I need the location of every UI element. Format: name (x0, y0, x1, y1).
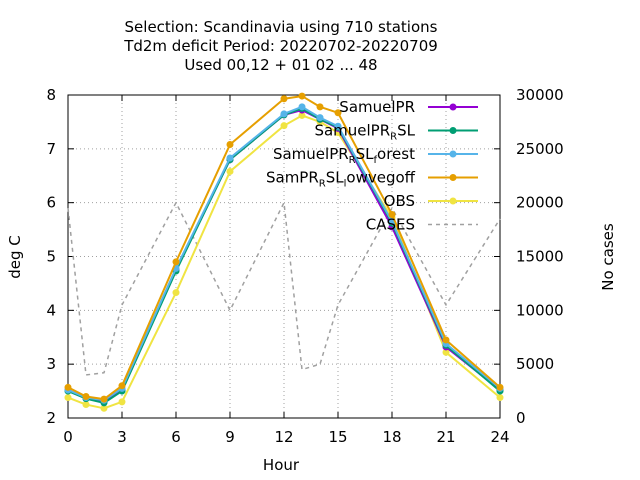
data-point (442, 336, 450, 344)
legend-label-part: SamuelPR (273, 145, 349, 163)
data-point (64, 394, 72, 402)
x-tick-label: 12 (274, 428, 293, 446)
x-tick-label: 21 (436, 428, 455, 446)
x-tick-label: 9 (225, 428, 235, 446)
axis-ticks: 0 3 6 9 12 15 18 21 24 2 3 4 5 6 7 8 0 5000 10000 15000 2000… (46, 86, 563, 446)
y-tick-label: 5 (46, 248, 56, 266)
legend-label: SamuelPR (339, 98, 415, 116)
y-tick-label: 8 (46, 86, 56, 104)
data-point (100, 395, 108, 403)
y2-tick-label: 10000 (516, 301, 564, 319)
data-point (226, 141, 234, 149)
legend-item: SamuelPRRSLforest (273, 145, 478, 166)
y2-axis-label: No cases (599, 223, 617, 291)
title-line-1: Selection: Scandinavia using 710 station… (125, 18, 438, 36)
y-tick-label: 7 (46, 140, 56, 158)
legend-label-part: f (374, 155, 378, 166)
y2-tick-label: 30000 (516, 86, 564, 104)
legend-label-part: OBS (384, 192, 415, 210)
legend-label: OBS (384, 192, 415, 210)
data-point (298, 92, 306, 100)
x-tick-label: 3 (117, 428, 127, 446)
legend-label-part: SamuelPR (314, 122, 390, 140)
data-point (64, 383, 72, 391)
data-point (118, 398, 126, 406)
legend-item: SamuelPR (339, 98, 478, 116)
data-point (280, 110, 288, 118)
legend-label-part: SL (356, 145, 375, 163)
data-point (496, 394, 504, 402)
data-point (172, 258, 180, 266)
data-point (226, 154, 234, 162)
y-tick-label: 3 (46, 355, 56, 373)
legend-label-part: orest (377, 145, 415, 163)
legend-label-part: l (344, 179, 347, 190)
data-point (280, 122, 288, 130)
legend-label: CASES (366, 216, 415, 234)
data-point (226, 167, 234, 175)
x-tick-label: 6 (171, 428, 181, 446)
legend-label-part: R (349, 155, 356, 166)
data-point (388, 211, 396, 219)
legend-label-part: SamPR (266, 169, 319, 187)
title-line-3: Used 00,12 + 01 02 ... 48 (184, 56, 377, 74)
y-tick-label: 6 (46, 194, 56, 212)
legend-label-part: R (319, 179, 326, 190)
grid (68, 95, 500, 418)
data-point (172, 289, 180, 297)
series-sampr-rsl-lowvegoff (64, 92, 504, 403)
legend-swatch-marker (449, 197, 457, 205)
x-tick-label: 0 (63, 428, 73, 446)
data-point (298, 111, 306, 119)
legend-swatch-marker (449, 127, 457, 134)
x-axis-label: Hour (263, 456, 300, 474)
series-line (67, 201, 501, 376)
y2-tick-label: 0 (516, 409, 526, 427)
data-point (334, 122, 342, 130)
y-tick-label: 4 (46, 301, 56, 319)
y-axis-label: deg C (6, 235, 24, 279)
legend-label-part: SL (326, 169, 345, 187)
legend-item: SamuelPRRSL (314, 122, 478, 143)
series-cases (67, 201, 501, 376)
data-point (82, 392, 90, 400)
legend-label-part: SamuelPR (339, 98, 415, 116)
data-point (118, 382, 126, 390)
data-point (100, 404, 108, 412)
legend-label: SamuelPRRSLforest (273, 145, 415, 166)
legend-swatch-marker (449, 103, 457, 111)
y2-tick-label: 25000 (516, 140, 564, 158)
data-point (298, 103, 306, 111)
legend-swatch-marker (449, 174, 457, 181)
legend-label-part: owvegoff (346, 169, 415, 187)
data-point (496, 383, 504, 391)
legend-label-part: SL (397, 122, 416, 140)
data-point (280, 95, 288, 103)
legend-item: CASES (366, 216, 478, 234)
legend: SamuelPRSamuelPRRSLSamuelPRRSLforestSamP… (266, 98, 478, 234)
series-group (64, 92, 504, 412)
legend-label-part: R (390, 132, 397, 143)
x-tick-label: 18 (382, 428, 401, 446)
data-point (334, 109, 342, 117)
y2-tick-label: 5000 (516, 355, 554, 373)
y2-tick-label: 20000 (516, 194, 564, 212)
title-line-2: Td2m deficit Period: 20220702-20220709 (123, 37, 438, 55)
x-tick-label: 15 (328, 428, 347, 446)
legend-item: OBS (384, 192, 478, 210)
chart-title: Selection: Scandinavia using 710 station… (123, 18, 438, 74)
data-point (442, 348, 450, 356)
legend-label: SamuelPRRSL (314, 122, 415, 143)
legend-item: SamPRRSLlowvegoff (266, 169, 478, 190)
data-point (316, 114, 324, 122)
legend-label: SamPRRSLlowvegoff (266, 169, 416, 190)
y-tick-label: 2 (46, 409, 56, 427)
legend-label-part: CASES (366, 216, 415, 234)
data-point (82, 401, 90, 409)
legend-swatch-marker (449, 150, 457, 158)
data-point (316, 103, 324, 111)
x-tick-label: 24 (490, 428, 509, 446)
y2-tick-label: 15000 (516, 248, 564, 266)
